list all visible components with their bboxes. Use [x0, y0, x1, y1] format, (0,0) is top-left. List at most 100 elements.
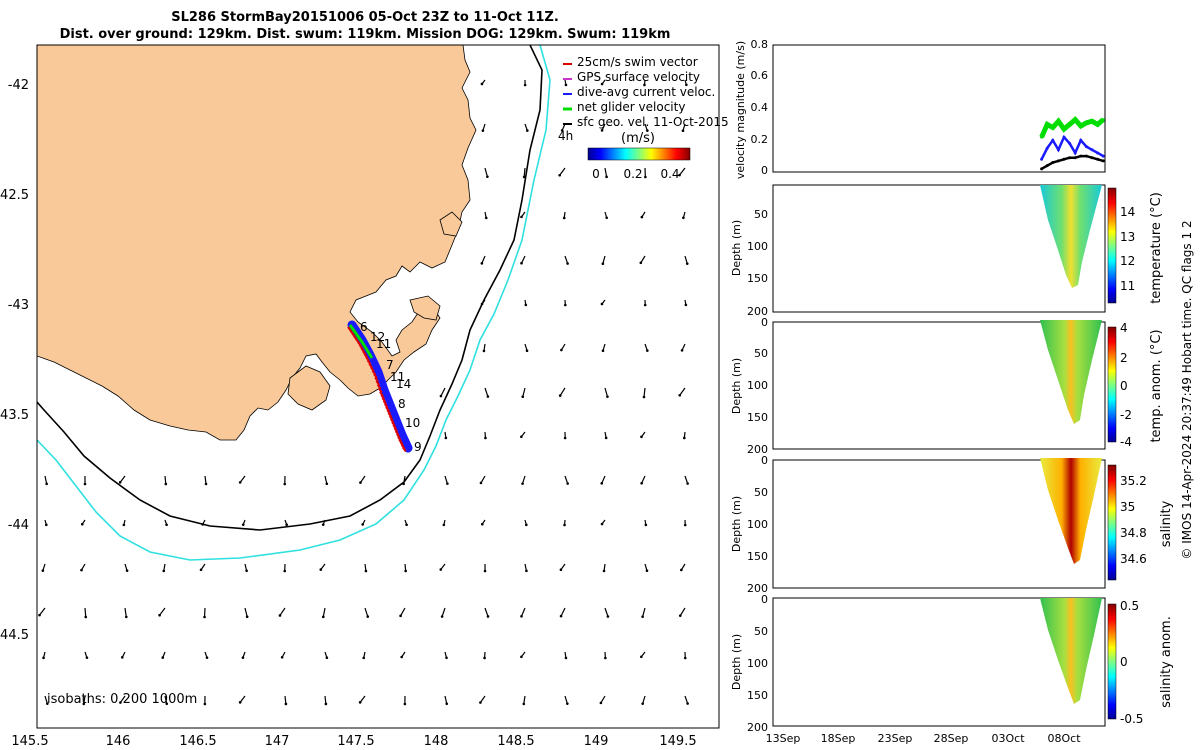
velocity-arrowhead — [238, 481, 242, 484]
velocity-arrow — [679, 167, 686, 176]
vel-ylabel: velocity magnitude (m/s) — [734, 41, 747, 179]
velocity-arrowhead — [484, 436, 487, 440]
velocity-arrowhead — [480, 302, 484, 306]
day-label: 8 — [398, 397, 406, 411]
velocity-arrowhead — [526, 129, 529, 132]
series-point — [1090, 156, 1094, 160]
series-point — [1056, 119, 1060, 123]
velocity-arrow — [480, 475, 486, 484]
land-peninsula — [287, 365, 331, 411]
velocity-arrowhead — [480, 522, 484, 526]
time-label: 4h — [558, 129, 573, 143]
velocity-arrowhead — [405, 523, 408, 527]
velocity-arrowhead — [520, 655, 523, 659]
day-label: 7 — [386, 358, 394, 372]
velocity-arrow — [440, 387, 446, 397]
velocity-arrowhead — [280, 655, 284, 659]
series-point — [1079, 124, 1083, 128]
velocity-arrowhead — [165, 702, 169, 706]
colorbar-title: (m/s) — [621, 131, 655, 146]
map-legend: 25cm/s swim vector GPS surface velocity … — [563, 55, 729, 129]
velocity-arrow — [364, 607, 369, 617]
series-point — [1073, 156, 1077, 160]
series-point — [1051, 138, 1055, 142]
isobath-200m — [37, 45, 543, 531]
time-series-panels: 0 0.2 0.4 0.6 0.8 velocity magnitude (m/… — [730, 38, 1194, 745]
map-panel: 145.5 146 146.5 147 147.5 148 148.5 149 … — [0, 44, 729, 749]
velocity-arrow — [119, 475, 126, 483]
velocity-arrowhead — [558, 394, 562, 397]
swim-vector — [401, 446, 407, 452]
velocity-arrow — [601, 475, 606, 484]
velocity-arrowhead — [521, 482, 524, 485]
velocity-arrowhead — [563, 523, 566, 527]
velocity-arrow — [602, 255, 606, 264]
velocity-arrow — [44, 475, 48, 484]
series-point — [1079, 138, 1083, 142]
velocity-arrowhead — [486, 395, 490, 398]
velocity-arrow — [684, 475, 689, 484]
velocity-arrowhead — [364, 569, 368, 573]
depth-tick: 150 — [747, 550, 768, 563]
velocity-arrowhead — [563, 436, 567, 440]
velocity-arrowhead — [563, 303, 567, 307]
cbar-tick: 34.6 — [1120, 552, 1147, 566]
series-point — [1101, 154, 1105, 158]
velocity-arrowhead — [366, 615, 370, 618]
velocity-arrowhead — [681, 129, 685, 133]
depth-tick: 100 — [747, 379, 768, 392]
velocity-arrowhead — [601, 349, 605, 353]
salinity-axes — [772, 459, 1106, 589]
velocity-arrow — [279, 607, 286, 616]
swim-vector — [377, 387, 383, 393]
velocity-arrowhead — [525, 569, 528, 573]
velocity-arrowhead — [162, 569, 166, 573]
series-point — [1056, 148, 1060, 152]
map-xtick: 147 — [265, 734, 290, 749]
day-label: 12 — [370, 330, 385, 344]
velocity-arrow — [600, 695, 606, 704]
velocity-arrowhead — [158, 613, 161, 617]
velocity-arrow — [679, 607, 686, 616]
velocity-arrowhead — [359, 481, 362, 484]
velocity-arrow — [604, 387, 609, 397]
series-point — [1073, 151, 1077, 155]
velocity-arrowhead — [42, 656, 45, 660]
velocity-arrowhead — [199, 568, 203, 572]
map-xtick: 146.5 — [179, 734, 216, 749]
velocity-arrow — [684, 695, 689, 704]
depth-tick: 0 — [761, 454, 768, 467]
velocity-arrow — [324, 475, 328, 484]
velocity-arrowhead — [321, 615, 325, 619]
velocity-arrowhead — [520, 435, 523, 439]
velocity-arrow — [484, 607, 489, 617]
velocity-arrow — [642, 607, 646, 617]
velocity-arrowhead — [124, 615, 128, 619]
velocity-arrowhead — [522, 702, 526, 706]
series-point — [1062, 135, 1066, 139]
velocity-arrowhead — [399, 614, 402, 618]
velocity-arrowhead — [525, 349, 529, 352]
colorbar-tick: 0.4 — [660, 167, 679, 181]
velocity-arrowhead — [484, 216, 488, 220]
series-point — [1096, 157, 1100, 161]
series-point — [1051, 126, 1055, 130]
day-label: 6 — [360, 320, 368, 334]
temperature-axes — [772, 184, 1106, 313]
velocity-arrow — [204, 475, 207, 485]
series-point — [1079, 154, 1083, 158]
series-blue — [1040, 134, 1104, 160]
velocity-arrowhead — [683, 523, 687, 527]
velocity-arrowhead — [521, 395, 525, 399]
velocity-arrowhead — [604, 656, 607, 660]
cbar-tick: 13 — [1120, 230, 1135, 244]
velocity-arrow — [164, 475, 167, 485]
velocity-arrowhead — [284, 702, 288, 706]
velocity-arrowhead — [439, 394, 443, 398]
velocity-arrowhead — [644, 523, 648, 527]
series-point — [1051, 160, 1055, 164]
salinity-section — [1040, 458, 1102, 564]
velocity-arrowhead — [119, 701, 122, 704]
velocity-arrowhead — [325, 482, 329, 486]
velocity-arrowhead — [639, 261, 643, 265]
